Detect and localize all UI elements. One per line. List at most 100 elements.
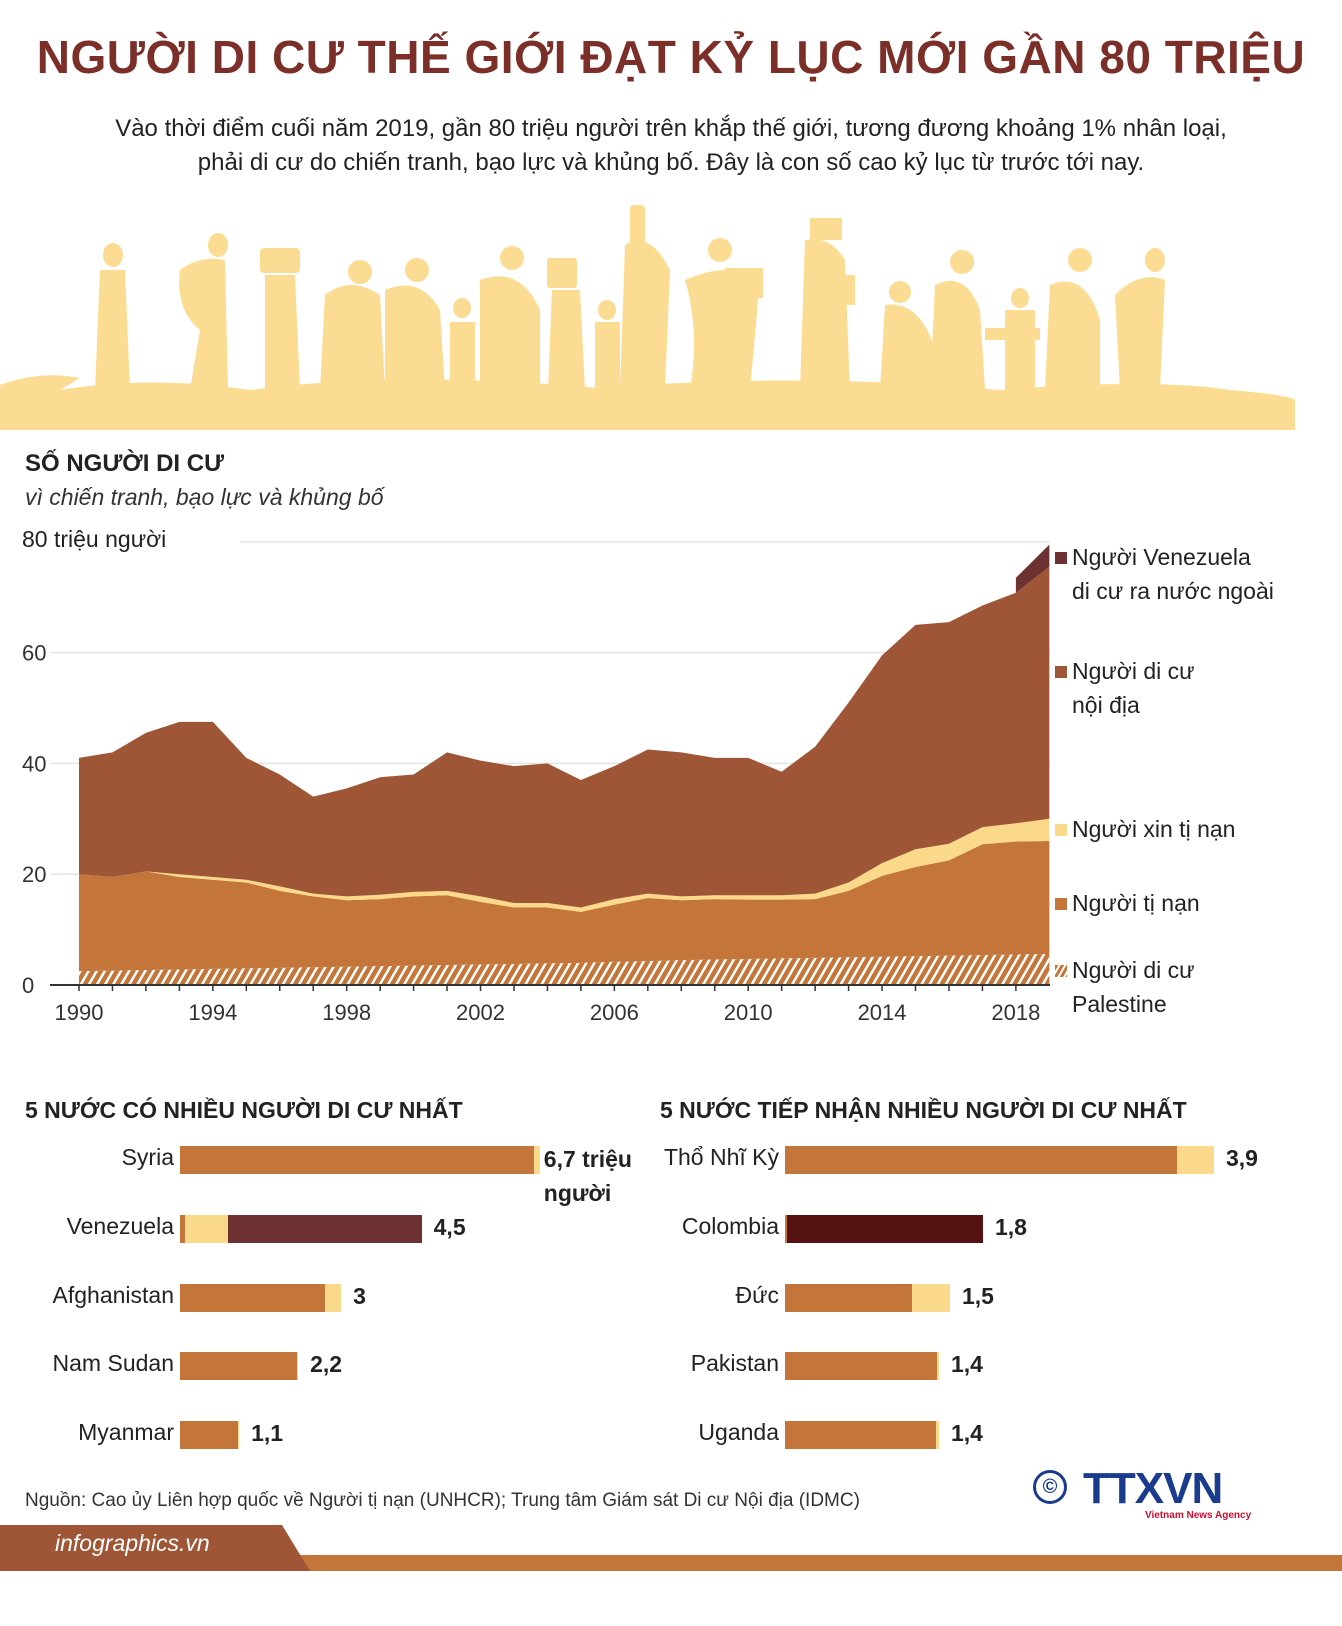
bar-segment <box>180 1352 298 1380</box>
copyright-icon: © <box>1033 1470 1067 1504</box>
logo-subtext: Vietnam News Agency <box>1145 1510 1252 1521</box>
bar <box>785 1215 983 1243</box>
bar-value-label: 1,4 <box>951 1351 983 1377</box>
x-tick-label: 1998 <box>322 1000 371 1025</box>
bar-category-label: Afghanistan <box>52 1282 174 1308</box>
bar <box>180 1146 540 1174</box>
page-title: NGƯỜI DI CƯ THẾ GIỚI ĐẠT KỶ LỤC MỚI GẦN … <box>36 31 1306 83</box>
y-axis-unit-label: 80 triệu người <box>22 526 166 552</box>
x-tick-label: 2018 <box>991 1000 1040 1025</box>
chart-subtitle: vì chiến tranh, bạo lực và khủng bố <box>25 484 384 510</box>
bar-segment <box>534 1146 540 1174</box>
bar-value-label: 1,5 <box>962 1283 994 1309</box>
bar-category-label: Nam Sudan <box>52 1350 174 1376</box>
bar-value-label: 1,1 <box>251 1420 284 1446</box>
bar-segment <box>237 1421 240 1449</box>
subtitle-line: Vào thời điểm cuối năm 2019, gần 80 triệ… <box>115 115 1227 142</box>
bar-segment <box>911 1284 950 1312</box>
bar-segment <box>180 1215 186 1243</box>
footer-bar <box>0 1525 1342 1571</box>
bar-segment <box>785 1215 788 1243</box>
legend-swatch-idp <box>1055 666 1067 678</box>
bar-segment <box>228 1215 422 1243</box>
bar-segment <box>297 1352 299 1380</box>
bar <box>785 1421 939 1449</box>
legend-label-palestine: Người di cư Palestine <box>1072 953 1195 1021</box>
legend-text: Người di cư <box>1072 658 1195 684</box>
bar-value-label: 4,5 <box>433 1214 466 1240</box>
bar-segment <box>787 1215 983 1243</box>
y-tick-label: 60 <box>22 641 46 666</box>
y-tick-label: 20 <box>22 862 46 887</box>
person-silhouettes <box>95 205 1165 390</box>
legend-swatch-venezuela <box>1055 552 1067 564</box>
area-palestine <box>79 953 1050 985</box>
bar-value-label: 1,8 <box>995 1214 1027 1240</box>
source-note: Nguồn: Cao ủy Liên hợp quốc về Người tị … <box>25 1490 860 1511</box>
bar-value-label: 1,4 <box>951 1420 983 1446</box>
bar-segment <box>935 1421 939 1449</box>
bar-segment <box>785 1421 936 1449</box>
host-countries-title: 5 NƯỚC TIẾP NHẬN NHIỀU NGƯỜI DI CƯ NHẤT <box>660 1097 1187 1123</box>
area-idp <box>79 566 1050 908</box>
legend-text: Palestine <box>1072 991 1167 1017</box>
bar-category-label: Thổ Nhĩ Kỳ <box>663 1144 779 1170</box>
bar-category-label: Uganda <box>698 1419 779 1445</box>
legend-label-refugees: Người tị nạn <box>1072 886 1200 920</box>
bar-category-label: Myanmar <box>78 1419 174 1445</box>
y-tick-label: 40 <box>22 751 46 776</box>
subtitle-line: phải di cư do chiến tranh, bạo lực và kh… <box>197 149 1145 176</box>
bar <box>180 1284 342 1312</box>
migrant-silhouettes-illustration <box>0 205 1295 430</box>
bar <box>785 1352 939 1380</box>
legend-label-venezuela: Người Venezuela di cư ra nước ngoài <box>1072 540 1274 608</box>
legend-text: nội địa <box>1072 692 1140 718</box>
bar-segment <box>1176 1146 1214 1174</box>
bar-segment <box>180 1284 325 1312</box>
bar-category-label: Venezuela <box>66 1213 174 1239</box>
bar-segment <box>180 1146 535 1174</box>
area-refugees <box>79 840 1050 972</box>
x-tick-label: 2010 <box>724 1000 773 1025</box>
bar-category-label: Syria <box>121 1144 174 1170</box>
x-tick-label: 1990 <box>55 1000 104 1025</box>
bar-segment <box>785 1352 937 1380</box>
bar <box>180 1421 240 1449</box>
legend-swatch-palestine <box>1055 965 1067 977</box>
x-tick-label: 2006 <box>590 1000 639 1025</box>
bar-value-label: 3 <box>353 1283 366 1309</box>
origin-countries-title: 5 NƯỚC CÓ NHIỀU NGƯỜI DI CƯ NHẤT <box>25 1097 463 1123</box>
x-tick-label: 2014 <box>858 1000 907 1025</box>
bar-value-label: 2,2 <box>310 1351 343 1377</box>
legend-swatch-refugees <box>1055 898 1067 910</box>
page-subtitle: Vào thời điểm cuối năm 2019, gần 80 triệ… <box>30 112 1312 180</box>
legend-text: Người xin tị nạn <box>1072 816 1236 842</box>
legend-text: Người Venezuela <box>1072 544 1251 570</box>
bar-category-label: Pakistan <box>690 1350 779 1376</box>
bar-segment <box>936 1352 939 1380</box>
bar-segment <box>785 1146 1177 1174</box>
bar <box>785 1284 950 1312</box>
bar <box>180 1215 422 1243</box>
bar-value-label: 3,9 <box>1226 1145 1258 1171</box>
logo-text: TTXVN <box>1083 1464 1223 1513</box>
bar-category-label: Đức <box>735 1282 779 1308</box>
legend-text: Người tị nạn <box>1072 890 1200 916</box>
legend-label-asylum: Người xin tị nạn <box>1072 812 1235 846</box>
bar-value-label: 6,7 triệu người <box>543 1146 632 1206</box>
x-tick-label: 1994 <box>188 1000 237 1025</box>
chart-title: SỐ NGƯỜI DI CƯ <box>25 450 224 477</box>
bar-segment <box>785 1284 912 1312</box>
legend-swatch-asylum <box>1055 824 1067 836</box>
area-venezuela <box>1015 544 1050 593</box>
bar-segment <box>180 1421 238 1449</box>
y-tick-label: 0 <box>22 973 34 998</box>
bar-category-label: Colombia <box>681 1213 779 1239</box>
bar-segment <box>185 1215 229 1243</box>
site-link[interactable]: infographics.vn <box>55 1530 210 1556</box>
legend-text: di cư ra nước ngoài <box>1072 578 1274 604</box>
x-tick-label: 2002 <box>456 1000 505 1025</box>
ttxvn-logo: © TTXVN Vietnam News Agency <box>1033 1464 1263 1523</box>
bar-segment <box>324 1284 342 1312</box>
